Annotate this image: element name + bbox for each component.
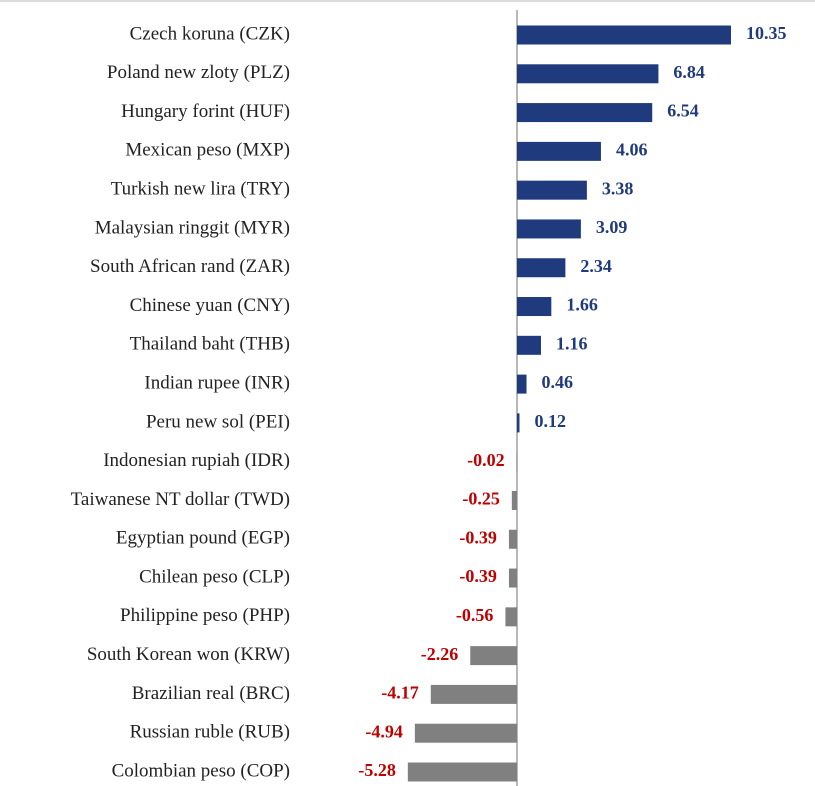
category-label: Czech koruna (CZK) xyxy=(130,23,290,44)
value-label: -0.25 xyxy=(462,489,500,509)
category-label: Philippine peso (PHP) xyxy=(120,605,290,626)
category-label: Indonesian rupiah (IDR) xyxy=(103,450,290,471)
bar xyxy=(517,258,566,278)
category-label: Taiwanese NT dollar (TWD) xyxy=(71,489,290,510)
bar xyxy=(414,723,517,743)
bar xyxy=(517,64,659,84)
value-label: -0.39 xyxy=(459,566,497,586)
value-label: 6.54 xyxy=(667,101,699,121)
category-label: Colombian peso (COP) xyxy=(112,760,290,781)
value-label: 1.16 xyxy=(556,333,588,353)
bar xyxy=(470,646,517,666)
bar xyxy=(430,684,517,704)
value-label: 4.06 xyxy=(616,139,648,159)
value-label: 0.12 xyxy=(534,411,566,431)
bar xyxy=(517,180,587,200)
bar xyxy=(517,413,520,433)
bar xyxy=(407,762,517,782)
category-label: Poland new zloty (PLZ) xyxy=(107,62,290,83)
bar xyxy=(517,335,541,355)
value-label: -0.39 xyxy=(459,527,497,547)
category-label: Chilean peso (CLP) xyxy=(139,566,290,587)
value-label: 0.46 xyxy=(542,372,574,392)
value-label: 3.09 xyxy=(596,217,628,237)
value-label: -5.28 xyxy=(358,760,396,780)
category-label: South African rand (ZAR) xyxy=(90,256,290,277)
category-label: Chinese yuan (CNY) xyxy=(130,295,290,316)
category-label: Malaysian ringgit (MYR) xyxy=(95,217,290,238)
bar xyxy=(517,25,731,45)
category-label: Turkish new lira (TRY) xyxy=(111,179,290,200)
bar xyxy=(511,490,517,510)
category-label: Indian rupee (INR) xyxy=(144,372,290,393)
value-label: -2.26 xyxy=(421,644,459,664)
category-label: Mexican peso (MXP) xyxy=(125,140,290,161)
value-label: 3.38 xyxy=(602,178,634,198)
value-label: -0.56 xyxy=(456,605,494,625)
bar xyxy=(517,103,653,123)
category-label: Russian ruble (RUB) xyxy=(130,722,290,743)
category-label: Brazilian real (BRC) xyxy=(132,683,290,704)
bar xyxy=(508,529,517,549)
bar xyxy=(517,219,581,239)
category-label: Hungary forint (HUF) xyxy=(121,101,290,122)
value-label: -0.02 xyxy=(467,450,505,470)
value-label: -4.94 xyxy=(365,721,403,741)
value-label: 2.34 xyxy=(580,256,612,276)
value-label: 6.84 xyxy=(673,62,705,82)
value-label: -4.17 xyxy=(381,683,419,703)
category-label: Egyptian pound (EGP) xyxy=(116,528,290,549)
bar xyxy=(517,374,527,394)
bar xyxy=(517,141,601,161)
bar xyxy=(508,568,517,588)
bar xyxy=(505,607,517,627)
value-label: 10.35 xyxy=(746,23,787,43)
value-label: 1.66 xyxy=(566,295,598,315)
category-label: South Korean won (KRW) xyxy=(87,644,290,665)
bar xyxy=(517,297,552,317)
category-label: Thailand baht (THB) xyxy=(130,334,290,355)
bar xyxy=(516,452,518,472)
category-label: Peru new sol (PEI) xyxy=(146,411,290,432)
